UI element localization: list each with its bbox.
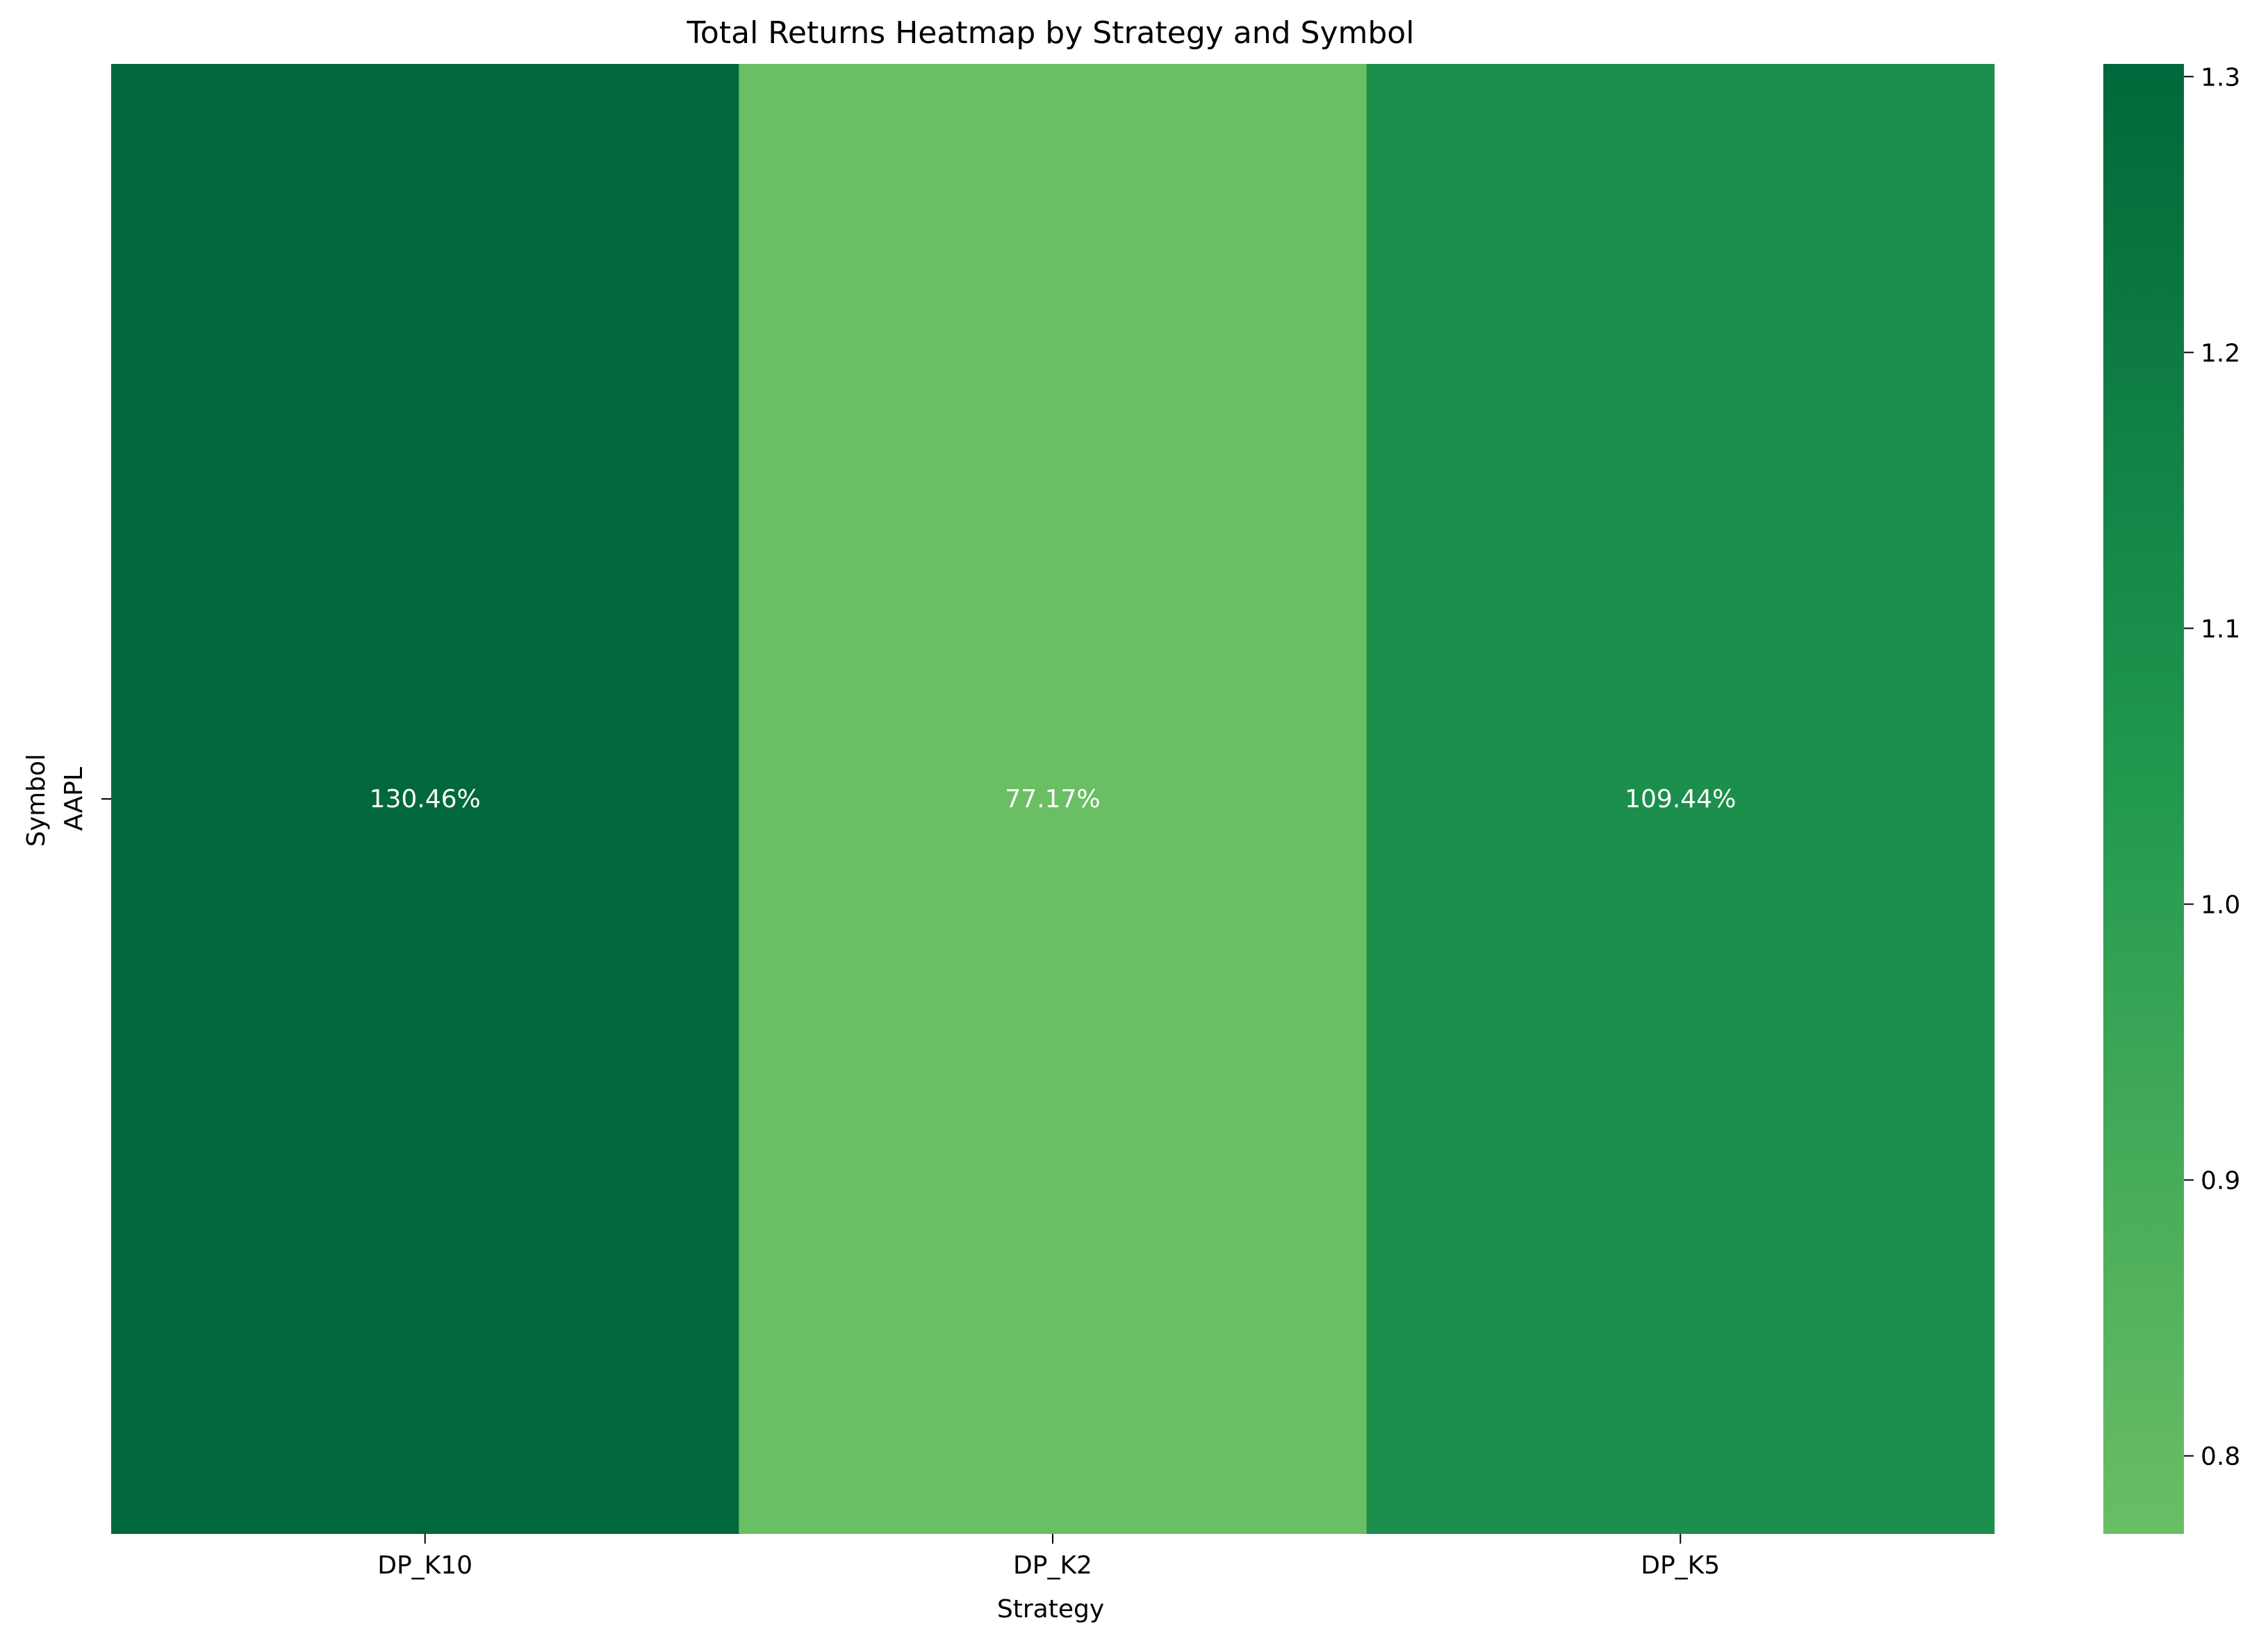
colorbar-tick-label: 1.2 [2201, 339, 2240, 368]
heatmap-cell [739, 64, 1367, 1534]
colorbar-tick-label: 0.9 [2201, 1167, 2240, 1196]
y-tick-label: AAPL [60, 767, 88, 831]
x-tick-label: DP_K5 [1641, 1551, 1720, 1580]
x-axis-label: Strategy [997, 1595, 1104, 1624]
heatmap-cell [111, 64, 739, 1534]
y-axis-ticks: AAPL [60, 767, 111, 831]
chart-title: Total Returns Heatmap by Strategy and Sy… [687, 15, 1415, 51]
heatmap-cells: 130.46% 77.17% 109.44% [111, 64, 1995, 1534]
x-tick-label: DP_K2 [1013, 1551, 1092, 1580]
colorbar-tick-label: 1.1 [2201, 615, 2240, 643]
colorbar-tick-label: 1.0 [2201, 891, 2240, 919]
colorbar-tick-label: 0.8 [2201, 1443, 2240, 1471]
cell-annotation: 77.17% [1005, 785, 1100, 814]
y-axis-label: Symbol [22, 754, 51, 847]
colorbar [2103, 64, 2184, 1534]
colorbar-ticks: 0.8 0.9 1.0 1.1 1.2 1.3 [2184, 63, 2240, 1471]
x-axis-ticks: DP_K10 DP_K2 DP_K5 [377, 1534, 1720, 1580]
x-tick-label: DP_K10 [377, 1551, 472, 1580]
heatmap-cell [1366, 64, 1995, 1534]
cell-annotation: 109.44% [1625, 785, 1736, 814]
cell-annotation: 130.46% [370, 785, 481, 814]
colorbar-tick-label: 1.3 [2201, 63, 2240, 92]
